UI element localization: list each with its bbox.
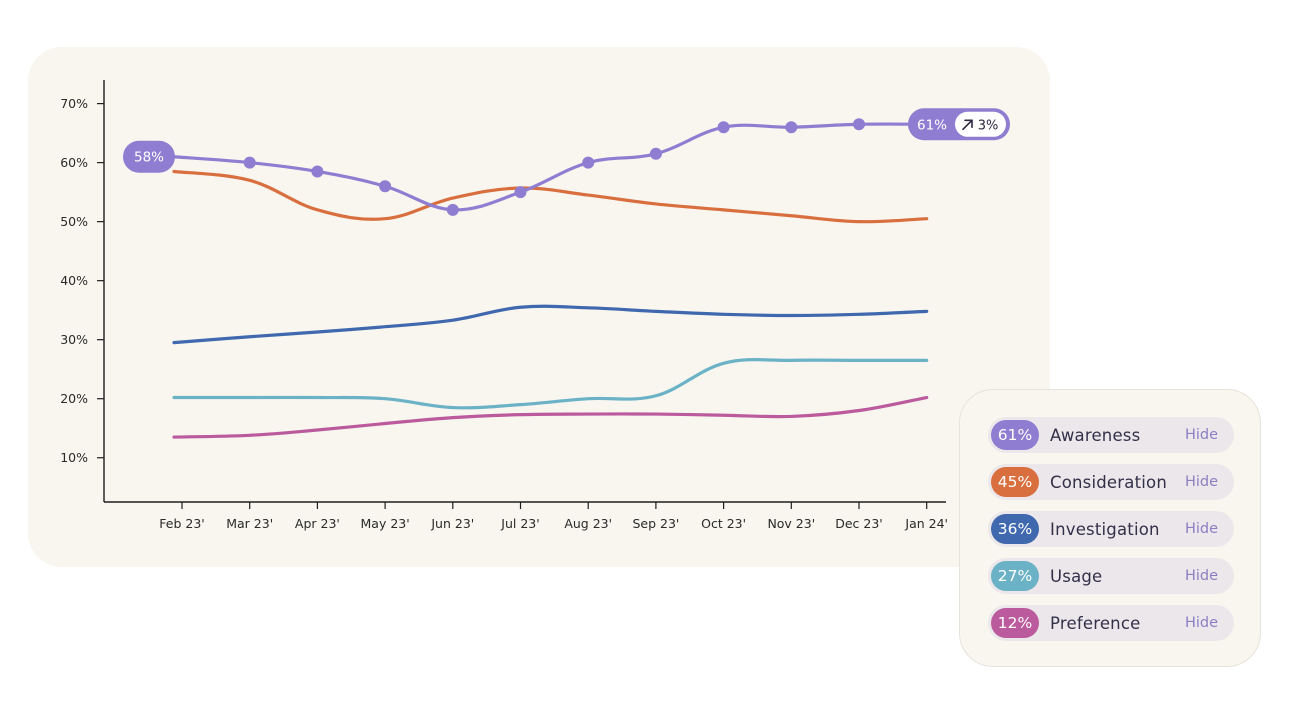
x-tick-label: Nov 23' [767,516,815,531]
data-point-awareness [853,118,865,131]
y-tick-label: 60% [60,155,88,170]
start-value-label: 58% [134,150,164,166]
chart-card: 10% 20% 30% 40% 50% 60% 70% Feb 23' Mar 23' Apr 2… [28,47,1050,567]
hide-preference-button[interactable]: Hide [1184,615,1218,631]
x-tick-label: Jun 23' [430,516,474,531]
legend-pill-investigation: 36% [991,514,1039,544]
x-tick-label: Aug 23' [564,516,612,531]
legend-item-investigation: 36% Investigation Hide [988,511,1234,547]
end-value-label: 61% [917,117,947,133]
hide-awareness-button[interactable]: Hide [1184,427,1218,443]
x-tick-label: May 23' [361,516,410,531]
legend-label-preference: Preference [1050,613,1141,633]
y-tick-label: 10% [60,450,88,465]
legend-item-preference: 12% Preference Hide [988,605,1234,641]
y-tick-label: 70% [60,96,88,111]
chart-annotations: 58% 61% 3% [123,108,1010,173]
x-tick-label: Oct 23' [701,516,746,531]
x-tick-label: Jul 23' [500,516,539,531]
legend-pill-consideration: 45% [991,467,1039,497]
series-line-consideration [172,169,929,224]
y-tick-label: 20% [60,391,88,406]
data-point-awareness [379,180,392,193]
legend-pill-usage: 27% [991,561,1039,591]
x-tick-label: Apr 23' [295,516,340,531]
series-line-awareness [172,122,929,212]
legend-panel: 61% Awareness Hide 45% Consideration Hid… [959,389,1261,667]
legend-label-consideration: Consideration [1050,472,1167,492]
hide-usage-button[interactable]: Hide [1184,568,1218,584]
legend-item-awareness: 61% Awareness Hide [988,417,1234,453]
legend-label-awareness: Awareness [1050,425,1141,445]
data-point-awareness [649,147,662,160]
x-tick-label: Dec 23' [835,516,883,531]
x-tick-label: Jan 24' [904,516,948,531]
x-tick-label: Feb 23' [159,516,204,531]
data-point-awareness [243,156,256,169]
legend-pill-awareness: 61% [991,420,1039,450]
legend-item-consideration: 45% Consideration Hide [988,464,1234,500]
data-point-awareness [446,203,459,216]
y-tick-label: 30% [60,332,88,347]
legend-label-investigation: Investigation [1050,519,1160,539]
series-line-usage [172,358,929,410]
arrow-up-right-icon [962,119,973,131]
data-point-awareness [514,186,527,199]
series-line-investigation [172,304,929,345]
data-point-awareness [717,121,730,134]
legend-pill-preference: 12% [991,608,1039,638]
x-tick-label: Mar 23' [226,516,273,531]
change-chip [955,111,1006,137]
data-point-awareness [311,165,324,178]
series-line-preference [172,395,929,439]
chart-axes: 10% 20% 30% 40% 50% 60% 70% Feb 23' Mar 23' Apr 2… [60,80,948,531]
chart-series-lines [172,118,929,439]
change-label: 3% [978,118,999,133]
hide-consideration-button[interactable]: Hide [1184,474,1218,490]
data-point-awareness [785,121,798,134]
y-tick-label: 50% [60,214,88,229]
hide-investigation-button[interactable]: Hide [1184,521,1218,537]
legend-item-usage: 27% Usage Hide [988,558,1234,594]
y-tick-label: 40% [60,273,88,288]
line-chart: 10% 20% 30% 40% 50% 60% 70% Feb 23' Mar 23' Apr 2… [60,80,1010,531]
x-tick-label: Sep 23' [632,516,679,531]
data-point-awareness [582,156,595,169]
legend-label-usage: Usage [1050,566,1103,586]
start-value-badge [123,140,175,173]
